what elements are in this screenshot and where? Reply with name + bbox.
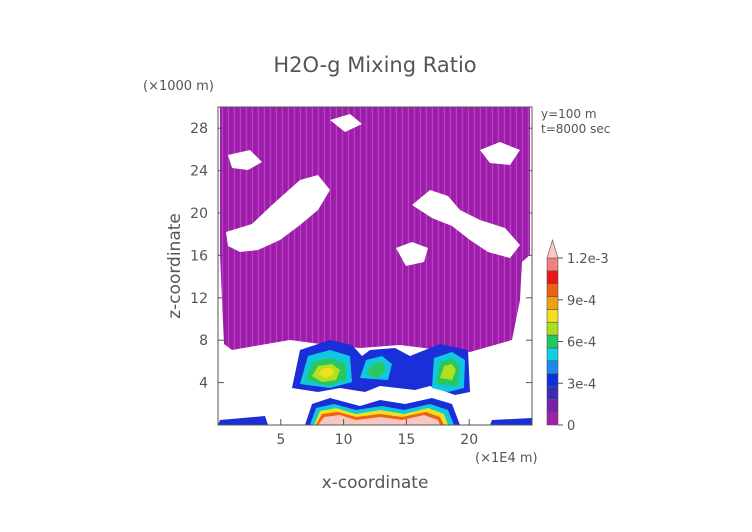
mixing-region xyxy=(220,107,530,352)
colorbar-segment xyxy=(546,386,559,400)
colorbar-tick-label: 3e-4 xyxy=(567,377,596,392)
y-tick-label: 16 xyxy=(190,248,208,264)
y-axis-title: z-coordinate xyxy=(165,213,185,319)
annotation-y: y=100 m xyxy=(541,107,597,121)
colorbar-tick-label: 9e-4 xyxy=(567,294,596,309)
colorbar xyxy=(546,238,559,426)
colorbar-arrow xyxy=(546,238,559,259)
y-tick-label: 8 xyxy=(199,333,208,349)
clear-hole-upper xyxy=(228,114,520,170)
x-tick-label: 5 xyxy=(276,432,285,448)
clear-hole-right xyxy=(412,190,520,258)
colorbar-tick-label: 1.2e-3 xyxy=(567,252,609,267)
colorbar-tick-label: 6e-4 xyxy=(567,336,596,351)
chart-title: H2O-g Mixing Ratio xyxy=(273,53,476,77)
y-tick-label: 28 xyxy=(190,121,208,137)
x-tick-label: 10 xyxy=(335,432,353,448)
y-tick-label: 12 xyxy=(190,291,208,307)
surface-layer xyxy=(218,398,532,425)
colorbar-ticks: 0 3e-4 6e-4 9e-4 1.2e-3 xyxy=(558,252,609,434)
moist-bands xyxy=(292,340,470,395)
y-tick-label: 20 xyxy=(190,206,208,222)
colorbar-segment xyxy=(546,296,559,310)
colorbar-segment xyxy=(546,309,559,323)
y-units-label: (×1000 m) xyxy=(143,79,214,94)
annotation-t: t=8000 sec xyxy=(541,122,610,136)
colorbar-segment xyxy=(546,270,559,284)
x-ticks: 5 10 15 20 xyxy=(276,107,478,448)
colorbar-segment xyxy=(546,399,559,413)
x-axis-title: x-coordinate xyxy=(322,473,429,493)
colorbar-segment xyxy=(546,347,559,362)
clear-hole-left xyxy=(226,175,330,252)
colorbar-segment xyxy=(546,334,559,349)
x-tick-label: 20 xyxy=(460,432,478,448)
colorbar-segment xyxy=(546,257,559,272)
plot-area xyxy=(218,107,532,425)
y-tick-label: 4 xyxy=(199,376,208,392)
clear-hole-center xyxy=(396,242,428,266)
colorbar-tick-label: 0 xyxy=(567,419,575,434)
y-tick-label: 24 xyxy=(190,164,208,180)
x-tick-label: 15 xyxy=(397,432,415,448)
colorbar-segment xyxy=(546,373,559,387)
colorbar-segment xyxy=(546,321,559,336)
colorbar-segment xyxy=(546,411,559,426)
plot-frame xyxy=(217,106,533,426)
x-units-label: (×1E4 m) xyxy=(475,451,538,466)
colorbar-segment xyxy=(546,283,559,297)
colorbar-segment xyxy=(546,360,559,374)
y-ticks: 4 8 12 16 20 24 28 xyxy=(190,121,532,392)
